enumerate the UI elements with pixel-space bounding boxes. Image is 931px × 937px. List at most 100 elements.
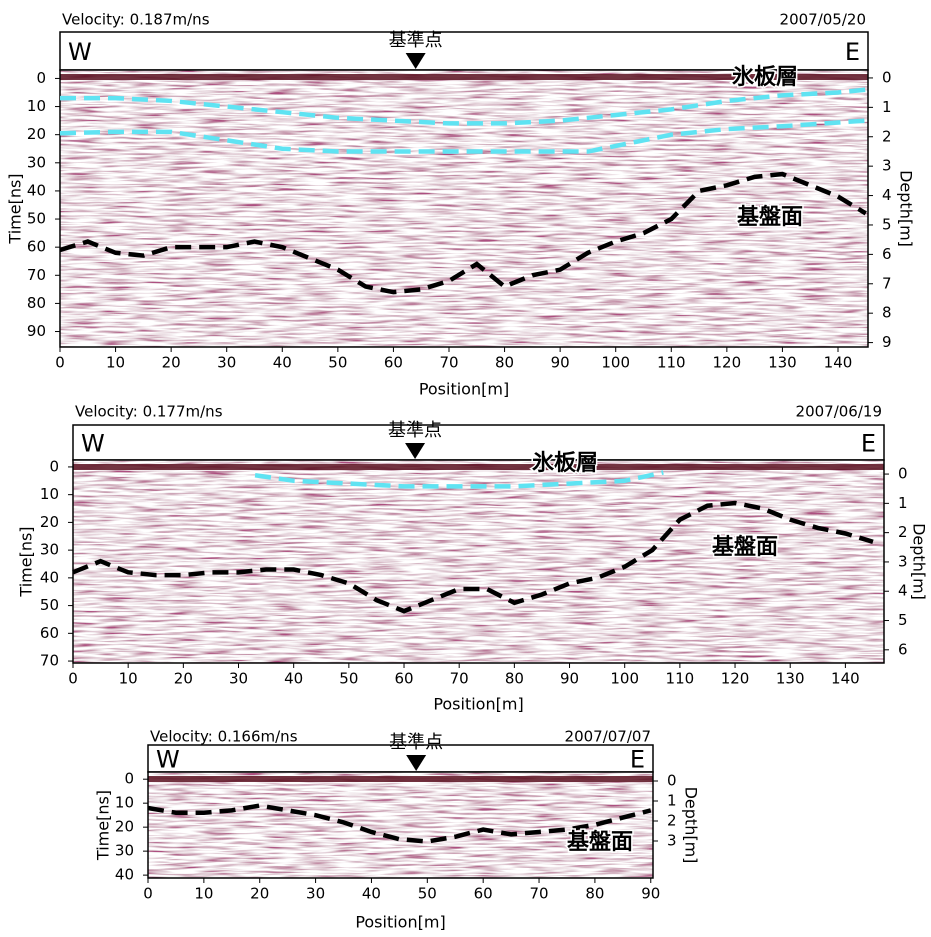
y-tick-label: 20 — [115, 818, 134, 836]
x-tick-label: 90 — [560, 670, 579, 688]
header-box — [72, 424, 885, 461]
y2-tick-label: 0 — [882, 68, 892, 86]
x-tick-label: 90 — [551, 354, 570, 372]
x-tick-label: 20 — [250, 885, 269, 903]
x-tick-label: 130 — [776, 670, 805, 688]
y-axis-label: Time[ns] — [94, 790, 113, 861]
plot-frame — [147, 771, 654, 879]
velocity-label: Velocity: 0.187m/ns — [62, 11, 210, 29]
west-label: W — [81, 430, 105, 458]
x-tick-label: 50 — [418, 885, 437, 903]
east-label: E — [845, 38, 860, 66]
y2-tick-label: 9 — [882, 333, 892, 351]
x-tick-label: 80 — [505, 670, 524, 688]
y2-tick-label: 6 — [882, 245, 892, 263]
y2-tick-label: 3 — [667, 832, 677, 850]
y-tick-label: 10 — [115, 794, 134, 812]
annotation: 基盤面 — [567, 829, 633, 855]
header-box — [147, 744, 654, 773]
interface-line — [60, 87, 867, 126]
y-tick-label: 70 — [27, 266, 46, 284]
direct-wave-band — [73, 464, 884, 470]
y-axis-label: Time[ns] — [17, 526, 36, 597]
y2-tick-label: 0 — [898, 465, 908, 483]
y2-axis-label: Depth[m] — [682, 787, 701, 864]
annotation: 基盤面 — [737, 204, 803, 230]
x-tick-label: 110 — [657, 354, 686, 372]
x-axis-label: Position[m] — [419, 380, 509, 399]
x-tick-label: 70 — [450, 670, 469, 688]
x-tick-label: 40 — [284, 670, 303, 688]
x-tick-label: 30 — [229, 670, 248, 688]
radargram-image — [148, 772, 653, 878]
x-tick-label: 100 — [601, 354, 630, 372]
x-tick-label: 140 — [831, 670, 860, 688]
x-tick-label: 0 — [68, 670, 78, 688]
radargram-image — [73, 460, 884, 663]
y-tick-label: 0 — [36, 69, 46, 87]
y2-tick-label: 7 — [882, 274, 892, 292]
y-tick-label: 50 — [27, 210, 46, 228]
y2-tick-label: 1 — [882, 98, 892, 116]
x-tick-label: 110 — [666, 670, 695, 688]
y-tick-label: 70 — [40, 652, 59, 670]
x-tick-label: 30 — [217, 354, 236, 372]
x-tick-label: 30 — [306, 885, 325, 903]
x-tick-label: 20 — [162, 354, 181, 372]
y2-tick-label: 1 — [667, 792, 677, 810]
interface-line — [59, 171, 867, 295]
velocity-label: Velocity: 0.166m/ns — [150, 728, 298, 746]
y2-tick-label: 1 — [898, 494, 908, 512]
x-tick-label: 10 — [194, 885, 213, 903]
interface-line — [254, 470, 664, 489]
x-tick-label: 80 — [585, 885, 604, 903]
annotation: 基盤面 — [712, 534, 778, 560]
y-tick-label: 50 — [40, 596, 59, 614]
y-tick-label: 40 — [40, 568, 59, 586]
x-tick-label: 40 — [362, 885, 381, 903]
y2-tick-label: 4 — [882, 186, 892, 204]
x-tick-label: 0 — [143, 885, 153, 903]
y-tick-label: 0 — [124, 770, 134, 788]
reference-marker — [406, 755, 427, 771]
y-tick-label: 60 — [27, 238, 46, 256]
date-label: 2007/06/19 — [796, 403, 882, 421]
y-tick-label: 30 — [40, 541, 59, 559]
y-tick-label: 0 — [49, 457, 59, 475]
x-tick-label: 50 — [328, 354, 347, 372]
x-tick-label: 120 — [713, 354, 742, 372]
x-tick-label: 140 — [824, 354, 853, 372]
y-tick-label: 10 — [27, 97, 46, 115]
y2-tick-label: 5 — [882, 215, 892, 233]
west-label: W — [68, 38, 92, 66]
x-tick-label: 70 — [529, 885, 548, 903]
x-tick-label: 10 — [119, 670, 138, 688]
y2-axis-label: Depth[m] — [910, 523, 929, 600]
direct-wave-band — [60, 74, 868, 80]
reference-marker — [405, 53, 426, 69]
x-tick-label: 20 — [174, 670, 193, 688]
y2-tick-label: 3 — [882, 157, 892, 175]
y2-tick-label: 2 — [667, 812, 677, 830]
velocity-label: Velocity: 0.177m/ns — [75, 403, 223, 421]
x-tick-label: 80 — [495, 354, 514, 372]
east-label: E — [630, 746, 645, 774]
y-tick-label: 20 — [27, 125, 46, 143]
y2-tick-label: 5 — [898, 611, 908, 629]
east-label: E — [861, 430, 876, 458]
reference-label: 基準点 — [389, 732, 443, 753]
reference-marker — [405, 443, 426, 459]
y-tick-label: 60 — [40, 624, 59, 642]
x-tick-label: 10 — [106, 354, 125, 372]
date-label: 2007/05/20 — [780, 11, 866, 29]
y-tick-label: 80 — [27, 294, 46, 312]
x-tick-label: 100 — [610, 670, 639, 688]
x-tick-label: 60 — [394, 670, 413, 688]
y-axis-label: Time[ns] — [6, 173, 25, 244]
x-tick-label: 70 — [439, 354, 458, 372]
y2-tick-label: 6 — [898, 640, 908, 658]
annotation: 氷板層 — [532, 451, 598, 476]
interface-line — [72, 500, 874, 614]
direct-wave-band — [148, 776, 653, 782]
